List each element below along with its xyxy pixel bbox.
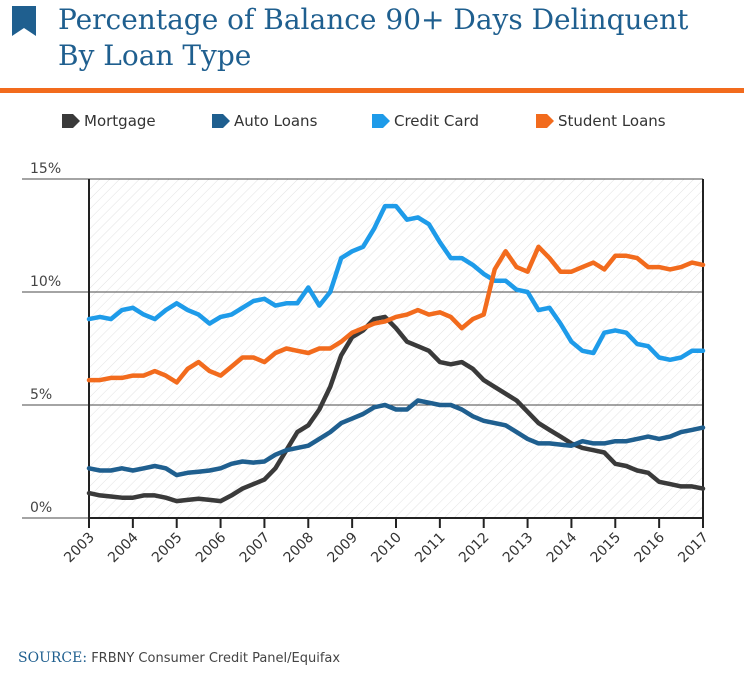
plot-background xyxy=(89,179,703,518)
legend-swatch-icon xyxy=(212,114,230,128)
x-tick-label: 2008 xyxy=(281,530,318,567)
x-tick-label: 2009 xyxy=(324,530,361,567)
legend-swatch-icon xyxy=(372,114,390,128)
x-tick-label: 2015 xyxy=(588,530,625,567)
x-tick-label: 2016 xyxy=(631,529,668,566)
flag-icon xyxy=(12,6,36,36)
x-tick-label: 2011 xyxy=(412,530,449,567)
legend-item-auto-loans: Auto Loans xyxy=(212,112,317,130)
series-line-auto-loans xyxy=(86,398,706,478)
chart-title: Percentage of Balance 90+ Days Delinquen… xyxy=(58,2,738,74)
legend-label: Mortgage xyxy=(84,112,156,130)
series-line-student-loans xyxy=(86,244,706,385)
y-tick-label: 5% xyxy=(30,387,52,403)
legend-label: Credit Card xyxy=(394,112,479,130)
legend-swatch-icon xyxy=(62,114,80,128)
x-tick-label: 2005 xyxy=(149,530,186,567)
y-tick-label: 15% xyxy=(30,161,61,177)
x-tick-label: 2014 xyxy=(544,529,581,566)
title-line-2: By Loan Type xyxy=(58,39,252,72)
source-label: SOURCE: xyxy=(18,650,88,666)
series-line-mortgage xyxy=(86,314,706,504)
y-axis: 0% 5% 10% 15% xyxy=(30,161,61,516)
x-tick-label: 2013 xyxy=(500,530,537,567)
series-line-credit-card xyxy=(86,203,706,363)
legend-item-student-loans: Student Loans xyxy=(536,112,666,130)
x-tick-label: 2010 xyxy=(368,530,405,567)
x-tick-label: 2006 xyxy=(193,529,230,566)
x-tick-label: 2012 xyxy=(456,530,493,567)
title-rule xyxy=(0,88,744,93)
x-tick-label: 2017 xyxy=(675,530,712,567)
legend-label: Student Loans xyxy=(558,112,666,130)
legend-label: Auto Loans xyxy=(234,112,318,130)
source-note: SOURCE: FRBNY Consumer Credit Panel/Equi… xyxy=(18,650,340,666)
series-lines xyxy=(86,203,706,504)
chart-area: 0%5%10%15% 2003 2004 2005 2006 2007 2008 2009 2… xyxy=(22,161,712,567)
legend-item-credit-card: Credit Card xyxy=(372,112,479,130)
y-tick-label: 0% xyxy=(30,500,52,516)
x-tick-label: 2004 xyxy=(105,529,142,566)
legend-item-mortgage: Mortgage xyxy=(62,112,156,130)
title-line-1: Percentage of Balance 90+ Days Delinquen… xyxy=(58,3,689,36)
y-tick-label: 10% xyxy=(30,274,61,290)
source-text: FRBNY Consumer Credit Panel/Equifax xyxy=(91,651,341,666)
legend-swatch-icon xyxy=(536,114,554,128)
x-tick-label: 2003 xyxy=(61,530,98,567)
x-tick-label: 2007 xyxy=(237,530,274,567)
